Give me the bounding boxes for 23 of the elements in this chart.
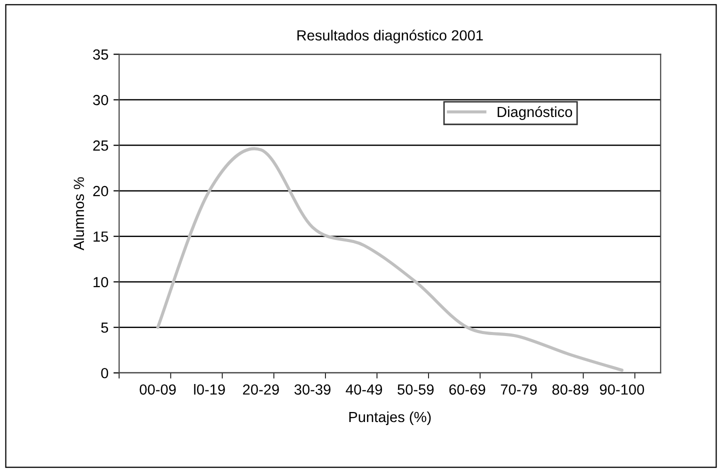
y-tick-label: 30 bbox=[93, 94, 108, 106]
y-tick-label: 15 bbox=[94, 232, 108, 242]
legend-label: Diagnóstico bbox=[498, 106, 572, 120]
y-tick-label: 5 bbox=[101, 322, 108, 333]
y-axis-title: Alumnos % bbox=[73, 177, 84, 250]
x-tick-label: 70-79 bbox=[500, 384, 537, 395]
x-tick-label: 00-09 bbox=[140, 384, 176, 395]
y-tick-label: 10 bbox=[94, 276, 108, 288]
y-tick-label: 20 bbox=[93, 186, 108, 196]
chart-title: Resultados diagnóstico 2001 bbox=[297, 30, 483, 44]
x-tick-label: 60-69 bbox=[449, 384, 486, 395]
x-tick-label: 30-39 bbox=[294, 384, 330, 395]
x-axis-title: Puntajes (%) bbox=[349, 411, 431, 426]
line-series bbox=[156, 147, 624, 372]
x-tick-label: 80-89 bbox=[552, 384, 588, 395]
x-tick-label: 50-59 bbox=[398, 384, 434, 395]
y-tick-label: 35 bbox=[93, 49, 108, 60]
y-tick-label: 25 bbox=[93, 140, 108, 151]
x-tick-label: 20-29 bbox=[243, 384, 279, 395]
x-tick-label: l0-19 bbox=[194, 384, 225, 395]
x-tick-label: 90-100 bbox=[600, 384, 644, 395]
x-tick-label: 40-49 bbox=[346, 384, 382, 395]
y-tick-label: 0 bbox=[101, 368, 108, 378]
